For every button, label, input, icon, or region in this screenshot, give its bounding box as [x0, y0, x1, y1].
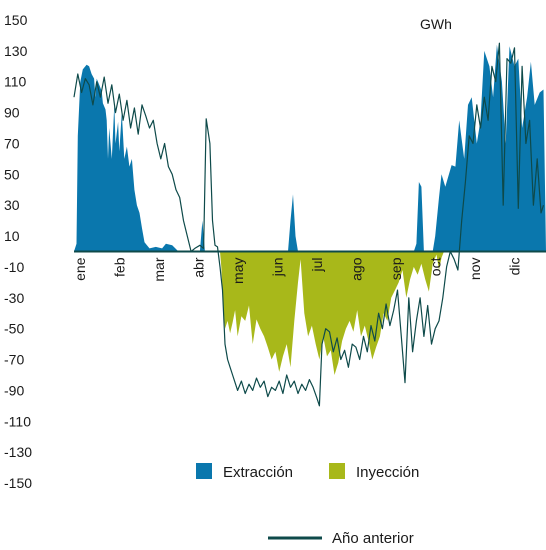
series-area-extraccion — [74, 44, 546, 252]
series-area-inyeccion — [220, 251, 444, 375]
legend-swatch-extraccion — [196, 463, 212, 479]
x-tick-label: ago — [349, 257, 365, 281]
y-tick-label: 110 — [4, 74, 27, 90]
legend-label-inyeccion: Inyección — [356, 464, 419, 481]
x-tick-label: mar — [151, 257, 167, 281]
legend-label-extraccion: Extracción — [223, 464, 293, 481]
legend-label-anterior: Año anterior — [332, 530, 414, 545]
y-tick-label: 70 — [4, 135, 20, 151]
plot-area: ene feb mar abr may jun jul ago sep oct nov dic — [72, 42, 546, 407]
y-tick-label: -70 — [4, 352, 24, 368]
y-tick-label: -130 — [4, 444, 32, 460]
y-axis-ticks: 150 130 110 90 70 50 30 10 -10 -30 -50 -70 -90 -110 -1… — [4, 12, 32, 491]
x-tick-label: jun — [270, 258, 286, 278]
series-line-anterior — [73, 42, 545, 407]
x-tick-label: nov — [467, 258, 483, 281]
y-tick-label: -90 — [4, 382, 24, 398]
x-tick-label: abr — [191, 257, 207, 278]
x-axis-ticks: ene feb mar abr may jun jul ago sep oct nov dic — [72, 257, 523, 284]
y-tick-label: -110 — [4, 413, 31, 429]
x-tick-label: feb — [112, 257, 128, 277]
x-tick-label: jul — [309, 258, 325, 273]
y-tick-label: 10 — [4, 228, 20, 244]
y-tick-label: 50 — [4, 166, 20, 182]
y-tick-label: 150 — [4, 12, 28, 28]
y-tick-label: 30 — [4, 197, 20, 213]
y-tick-label: 90 — [4, 105, 20, 121]
legend: Extracción Inyección Año anterior — [196, 463, 419, 547]
legend-swatch-inyeccion — [329, 463, 345, 479]
x-tick-label: dic — [507, 258, 523, 276]
y-tick-label: -150 — [4, 475, 32, 491]
y-tick-label: -50 — [4, 321, 24, 337]
y-tick-label: -10 — [4, 259, 24, 275]
x-tick-label: sep — [388, 257, 404, 280]
x-tick-label: oct — [428, 257, 444, 276]
x-tick-label: ene — [72, 257, 88, 281]
y-tick-label: -30 — [4, 290, 24, 306]
unit-label: GWh — [420, 16, 452, 32]
y-tick-label: 130 — [4, 43, 28, 59]
x-tick-label: may — [230, 258, 246, 284]
